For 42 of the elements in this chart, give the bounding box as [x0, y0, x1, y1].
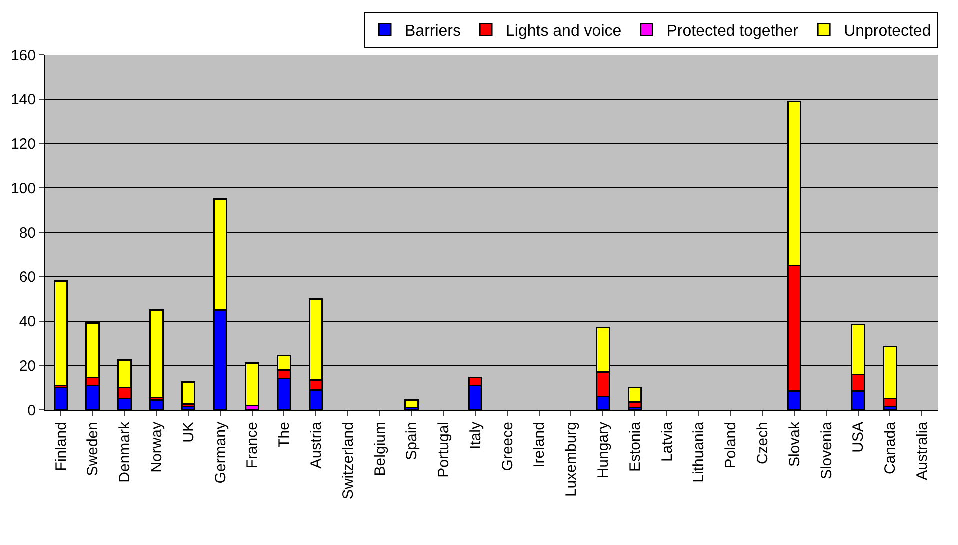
y-tick-label: 100	[10, 180, 36, 198]
x-tick-label: Luxemburg	[563, 422, 580, 498]
y-tick-label: 140	[10, 92, 36, 109]
y-tick-label: 80	[19, 224, 36, 242]
y-tick-label: 0	[28, 402, 36, 420]
x-tick-label: The	[276, 422, 294, 448]
x-tick-label: Canada	[882, 421, 900, 475]
x-tick-label: Czech	[754, 422, 772, 465]
x-tick-label: Spain	[404, 422, 421, 460]
x-tick-label: Hungary	[595, 422, 612, 479]
x-tick-label: Sweden	[84, 422, 102, 476]
legend-label: Unprotected	[844, 23, 932, 40]
x-tick-label: USA	[850, 422, 868, 453]
y-tick-label: 40	[19, 314, 36, 330]
x-tick-label: Norway	[148, 422, 166, 473]
x-tick-label: Slovak	[786, 422, 804, 468]
x-tick-label: Estonia	[626, 421, 644, 472]
x-tick-label: Portugal	[436, 422, 453, 478]
x-tick-label: Denmark	[116, 422, 134, 483]
x-tick-label: Finland	[52, 422, 70, 472]
x-tick-label: Switzerland	[340, 422, 357, 500]
x-tick-label: Slovenia	[818, 421, 836, 480]
legend-label: Lights and voice	[506, 23, 622, 40]
y-tick-label: 20	[19, 358, 36, 375]
x-tick-label: Germany	[212, 422, 230, 484]
x-tick-label: Greece	[499, 422, 516, 472]
bar	[181, 382, 196, 406]
x-tick-label: UK	[180, 422, 198, 443]
y-tick-label: 160	[10, 47, 36, 64]
x-tick-label: France	[244, 422, 262, 469]
legend-label: Protected together	[666, 23, 800, 40]
x-tick-label: Latvia	[658, 421, 676, 462]
legend-label: Barriers	[405, 23, 462, 40]
x-tick-label: Belgium	[372, 422, 389, 476]
x-tick-label: Lithuania	[690, 421, 708, 483]
x-tick-label: Poland	[722, 422, 740, 469]
x-tick-label: Australia	[914, 421, 931, 480]
y-tick-label: 60	[19, 269, 36, 286]
x-tick-label: Austria	[308, 421, 325, 469]
y-tick-label: 120	[10, 136, 36, 153]
x-tick-label: Italy	[467, 422, 484, 450]
x-tick-label: Ireland	[531, 422, 548, 468]
